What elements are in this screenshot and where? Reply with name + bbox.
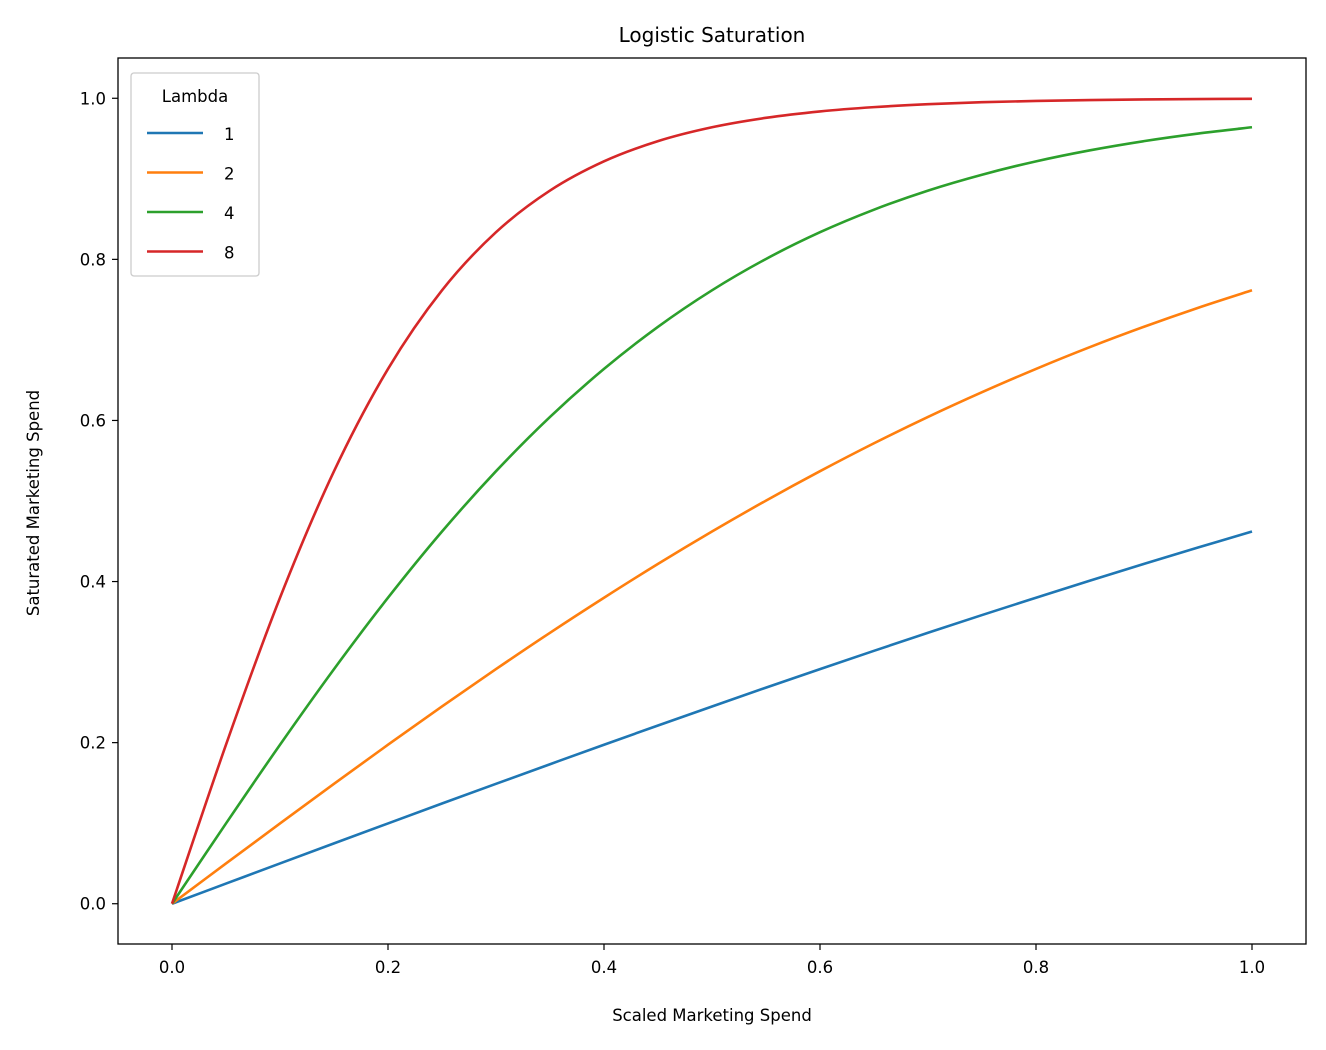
legend-label: 2 — [224, 165, 235, 184]
legend-box — [130, 72, 260, 277]
y-tick-label: 0.4 — [80, 573, 106, 592]
x-tick-label: 0.0 — [159, 958, 185, 977]
y-tick-label: 0.6 — [80, 411, 106, 430]
legend-label: 4 — [224, 204, 235, 223]
x-tick-label: 1.0 — [1239, 958, 1265, 977]
legend-label: 8 — [224, 244, 235, 263]
y-tick-label: 1.0 — [80, 89, 106, 108]
x-tick-label: 0.8 — [1023, 958, 1049, 977]
y-tick-label: 0.8 — [80, 250, 106, 269]
series-line-lambda-4 — [170, 125, 1253, 905]
x-axis: 0.0 0.2 0.4 0.6 0.8 1.0 — [159, 944, 1265, 977]
plot-frame — [117, 57, 1307, 945]
y-axis-label: Saturated Marketing Spend — [24, 390, 43, 616]
x-tick-label: 0.4 — [591, 958, 617, 977]
legend-title: Lambda — [162, 87, 228, 106]
series-line-lambda-2 — [171, 289, 1253, 905]
legend: Lambda 1 2 4 8 — [130, 72, 260, 277]
series-line-lambda-1 — [171, 530, 1253, 905]
y-axis: 0.0 0.2 0.4 0.6 0.8 1.0 — [80, 89, 118, 914]
y-tick-label: 0.0 — [80, 895, 106, 914]
chart-title: Logistic Saturation — [619, 23, 806, 47]
legend-label: 1 — [224, 125, 235, 144]
x-axis-label: Scaled Marketing Spend — [612, 1006, 812, 1025]
x-tick-label: 0.6 — [807, 958, 833, 977]
y-tick-label: 0.2 — [80, 734, 106, 753]
series-line-lambda-8 — [170, 97, 1253, 905]
x-tick-label: 0.2 — [375, 958, 401, 977]
series-layer — [170, 97, 1253, 905]
